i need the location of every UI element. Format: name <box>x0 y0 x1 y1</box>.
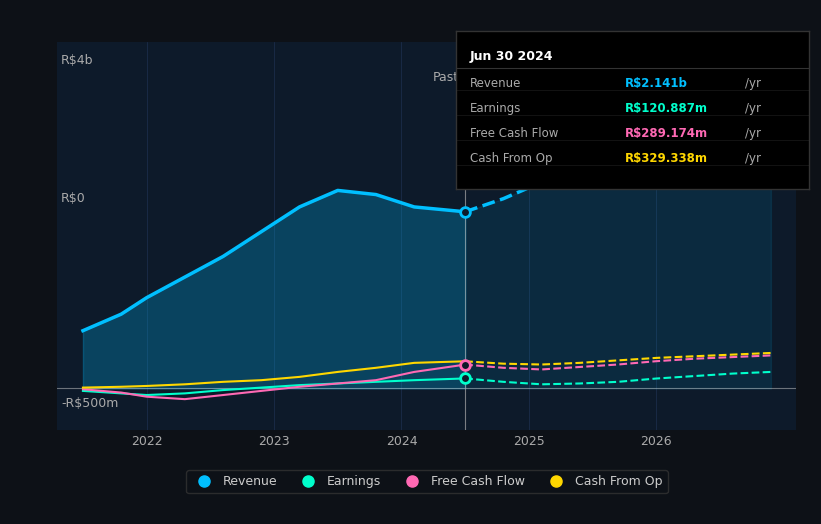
Text: R$0: R$0 <box>62 192 86 205</box>
Text: R$4b: R$4b <box>62 53 94 67</box>
Text: /yr: /yr <box>745 77 761 90</box>
Text: R$289.174m: R$289.174m <box>625 127 709 140</box>
Legend: Revenue, Earnings, Free Cash Flow, Cash From Op: Revenue, Earnings, Free Cash Flow, Cash … <box>186 470 667 493</box>
Text: R$329.338m: R$329.338m <box>625 152 708 166</box>
Text: /yr: /yr <box>745 152 761 166</box>
Text: Jun 30 2024: Jun 30 2024 <box>470 50 553 63</box>
Text: Past: Past <box>433 71 459 84</box>
Text: /yr: /yr <box>745 127 761 140</box>
Text: R$2.141b: R$2.141b <box>625 77 688 90</box>
Text: Analysts Forecasts: Analysts Forecasts <box>471 71 588 84</box>
Text: /yr: /yr <box>745 102 761 115</box>
Text: Cash From Op: Cash From Op <box>470 152 553 166</box>
Text: R$120.887m: R$120.887m <box>625 102 708 115</box>
Text: Revenue: Revenue <box>470 77 521 90</box>
Text: Earnings: Earnings <box>470 102 521 115</box>
Text: -R$500m: -R$500m <box>62 397 118 410</box>
Text: Free Cash Flow: Free Cash Flow <box>470 127 558 140</box>
